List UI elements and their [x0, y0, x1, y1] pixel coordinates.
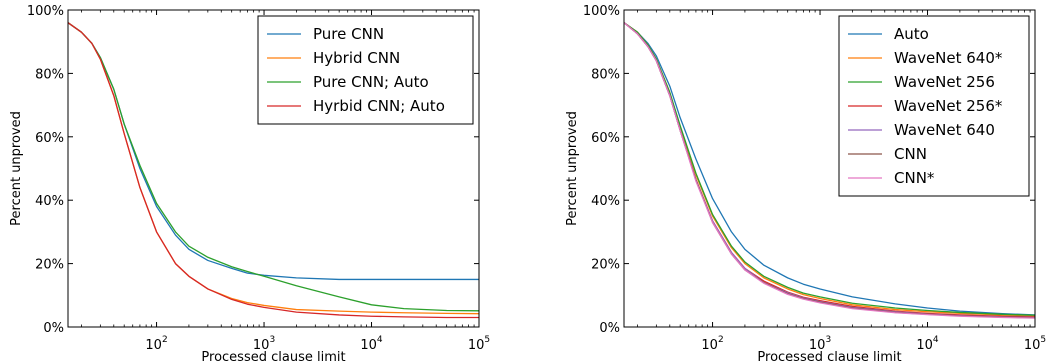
legend-label: WaveNet 640*	[894, 49, 1003, 67]
y-tick-label: 0%	[599, 321, 620, 336]
chart-panel-2: 0% 20% 40% 60% 80% 100% 102 103 104 105 Processed …	[565, 4, 1046, 364]
x-tick-label: 102	[701, 335, 723, 353]
plot-frame	[623, 9, 1036, 328]
y-axis-label: Percent unproved	[565, 111, 580, 226]
x-tick-label: 103	[253, 335, 275, 353]
y-tick-label: 60%	[35, 131, 64, 146]
legend-label: Pure CNN; Auto	[313, 73, 429, 91]
y-tick-label: 80%	[35, 67, 64, 82]
legend-label: CNN*	[894, 169, 935, 187]
y-tick-label: 20%	[35, 258, 64, 273]
legend-label: Hybrid CNN	[313, 49, 400, 67]
y-tick-label: 60%	[591, 131, 620, 146]
x-axis-label: Processed clause limit	[201, 350, 345, 364]
y-tick-label: 80%	[591, 67, 620, 82]
x-tick-label: 103	[809, 335, 831, 353]
series-line-7	[623, 22, 1036, 319]
legend-label: Hyrbid CNN; Auto	[313, 97, 445, 115]
legend-label: Pure CNN	[313, 25, 384, 43]
legend-label: WaveNet 256*	[894, 97, 1003, 115]
x-tick-label: 105	[1024, 335, 1046, 353]
y-tick-label: 40%	[35, 194, 64, 209]
y-tick-label: 100%	[583, 4, 620, 19]
x-tick-label: 102	[145, 335, 167, 353]
series-line-3	[67, 22, 480, 312]
y-axis-label: Percent unproved	[9, 111, 24, 226]
plot-frame	[67, 9, 480, 328]
x-tick-label: 104	[916, 335, 939, 353]
x-axis-label: Processed clause limit	[757, 350, 901, 364]
legend: Auto WaveNet 640* WaveNet 256 WaveNet 256* W…	[838, 15, 1030, 197]
legend-label: WaveNet 256	[894, 73, 995, 91]
series-line-4	[67, 22, 479, 319]
legend: Pure CNN Hybrid CNN Pure CNN; Auto Hyrbid C…	[257, 15, 474, 125]
chart-panel-1: 0% 20% 40% 60% 80% 100% 102 103 104 105 Processed …	[9, 4, 490, 364]
x-tick-label: 104	[360, 335, 383, 353]
legend-box	[838, 15, 1030, 197]
y-tick-label: 40%	[591, 194, 620, 209]
legend-label: CNN	[894, 145, 927, 163]
y-tick-label: 0%	[43, 321, 64, 336]
legend-label: Auto	[894, 25, 929, 43]
x-tick-label: 105	[468, 335, 490, 353]
y-tick-label: 20%	[591, 258, 620, 273]
y-tick-label: 100%	[27, 4, 64, 19]
series-line-3	[623, 22, 1036, 316]
series-line-1	[623, 22, 1036, 316]
legend-label: WaveNet 640	[894, 121, 995, 139]
